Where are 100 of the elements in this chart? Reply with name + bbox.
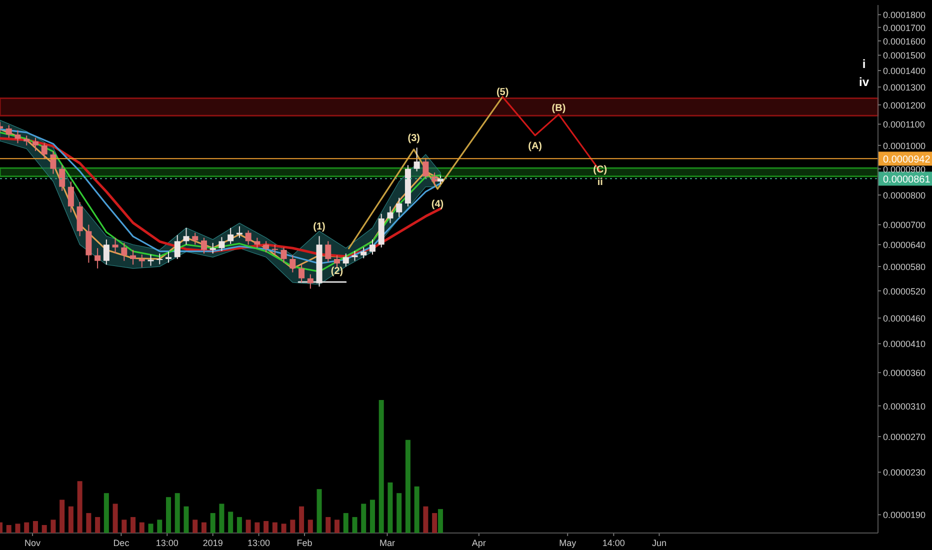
- y-tick-label: 0.0001400: [883, 66, 926, 76]
- candlestick: [325, 240, 332, 262]
- bar: [60, 500, 65, 533]
- bar: [130, 517, 136, 533]
- bar: [370, 500, 375, 533]
- candlestick: [148, 254, 154, 266]
- bar: [174, 493, 180, 533]
- bar: [236, 517, 242, 533]
- bar: [308, 520, 313, 533]
- bar: [272, 522, 278, 533]
- bar: [378, 400, 384, 533]
- y-tick-label: 0.0000230: [883, 468, 926, 478]
- x-tick-label: Dec: [113, 538, 130, 548]
- bar: [157, 520, 162, 533]
- candlestick: [32, 137, 38, 152]
- y-tick-label: 0.0000520: [883, 286, 926, 296]
- annotation: (5): [496, 86, 509, 98]
- y-tick-label: 0.0000580: [883, 262, 926, 272]
- annotation: (C): [593, 164, 608, 176]
- y-tick-label: 0.0000270: [883, 432, 926, 442]
- bar: [139, 522, 144, 533]
- candlestick: [156, 252, 163, 265]
- bar: [6, 525, 12, 533]
- bar: [432, 513, 438, 533]
- y-tick-label: 0.0000310: [883, 401, 926, 412]
- candlestick: [183, 227, 190, 246]
- y-tick-label: 0.0000640: [883, 240, 926, 250]
- candlestick: [272, 244, 278, 256]
- x-tick-label: Apr: [472, 538, 486, 548]
- bar: [388, 482, 393, 533]
- bar: [254, 522, 260, 533]
- bar: [423, 506, 428, 533]
- bar: [281, 524, 286, 533]
- bar: [343, 513, 348, 533]
- candlestick: [14, 130, 21, 144]
- candlestick: [245, 230, 252, 246]
- candlestick: [41, 142, 48, 160]
- candlestick: [334, 254, 340, 268]
- bar: [290, 520, 296, 533]
- candlestick: [59, 164, 66, 192]
- bar: [104, 493, 109, 533]
- candlestick: [263, 240, 270, 253]
- bar: [201, 522, 206, 533]
- bar: [414, 486, 420, 533]
- y-tick-label: 0.0000700: [883, 220, 926, 230]
- bar: [219, 504, 224, 533]
- candlestick: [342, 252, 349, 268]
- y-tick-label: 0.0001000: [883, 140, 926, 151]
- annotation: ii: [597, 176, 604, 188]
- bar: [166, 497, 172, 533]
- bar: [86, 513, 92, 533]
- y-tick-label: 0.0001200: [883, 100, 926, 110]
- bar: [192, 520, 198, 533]
- candlestick: [200, 237, 207, 254]
- bar: [299, 506, 304, 533]
- x-tick-label: 13:00: [156, 538, 178, 548]
- y-tick-label: 0.0001700: [883, 22, 926, 33]
- candlestick: [174, 234, 180, 260]
- annotation: iv: [858, 75, 870, 90]
- y-tick-label: 0.0001100: [883, 120, 925, 130]
- y-tick-label: 0.0000360: [883, 368, 926, 378]
- x-tick-label: Mar: [380, 538, 396, 548]
- candlestick: [218, 236, 225, 252]
- candlestick: [103, 238, 110, 266]
- bar: [326, 517, 331, 533]
- annotation: (2): [330, 266, 344, 278]
- candlestick: [387, 206, 394, 224]
- bar: [32, 521, 38, 533]
- bar: [246, 520, 251, 533]
- bar: [77, 481, 82, 533]
- bar: [210, 513, 216, 533]
- candlestick: [236, 226, 242, 238]
- candlestick: [422, 157, 429, 180]
- bar: [50, 520, 56, 533]
- bar: [264, 521, 269, 533]
- candlestick: [50, 150, 56, 174]
- bar: [68, 506, 74, 533]
- bar: [148, 524, 154, 533]
- candlestick: [24, 135, 30, 146]
- x-tick-label: Jun: [652, 538, 666, 548]
- candlestick: [414, 147, 420, 172]
- annotation: (3): [408, 133, 420, 144]
- bar: [352, 517, 358, 533]
- candlestick: [166, 251, 172, 264]
- x-tick-label: Feb: [296, 538, 312, 548]
- bar: [184, 506, 189, 533]
- y-tick-label: 0.0000410: [883, 339, 926, 350]
- bar: [405, 440, 410, 533]
- x-tick-label: 14:00: [602, 538, 625, 548]
- annotation: i: [862, 57, 866, 72]
- candlestick: [130, 249, 136, 266]
- annotation: (B): [552, 103, 566, 114]
- y-tick-label: 0.0000190: [883, 510, 926, 520]
- candlestick: [254, 237, 260, 249]
- bar: [95, 517, 100, 533]
- bar: [122, 520, 127, 533]
- x-tick-label: Nov: [24, 538, 42, 548]
- x-tick-label: May: [559, 538, 577, 548]
- bar: [334, 520, 340, 533]
- candlestick: [94, 248, 101, 269]
